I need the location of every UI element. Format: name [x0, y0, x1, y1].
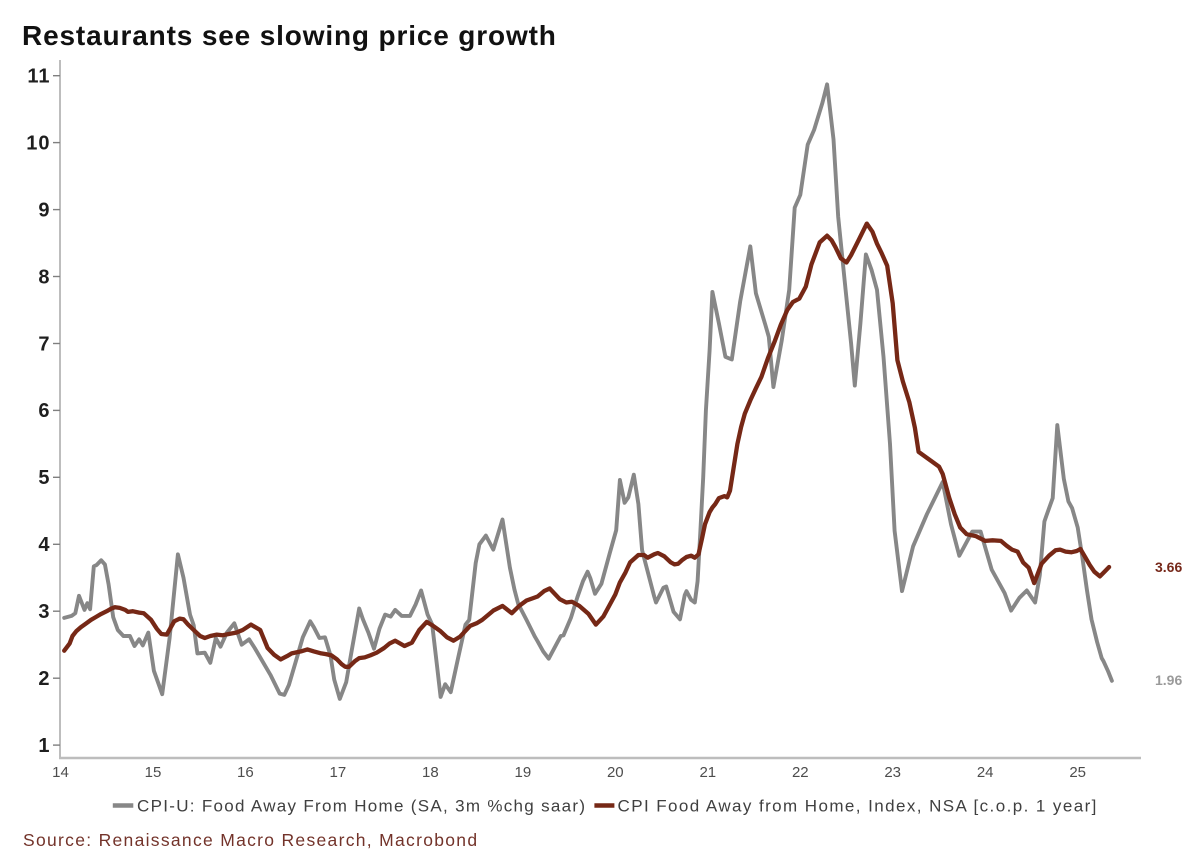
svg-text:Restaurants see slowing price: Restaurants see slowing price growth [22, 20, 557, 51]
svg-text:22: 22 [792, 764, 809, 781]
svg-text:10: 10 [26, 132, 50, 154]
svg-text:19: 19 [515, 764, 532, 781]
svg-text:5: 5 [38, 467, 50, 489]
svg-text:25: 25 [1069, 764, 1086, 781]
svg-text:2: 2 [38, 668, 50, 690]
svg-text:20: 20 [607, 764, 624, 781]
svg-text:Source: Renaissance Macro Rese: Source: Renaissance Macro Research, Macr… [23, 830, 478, 850]
svg-text:14: 14 [52, 764, 69, 781]
svg-text:3.66: 3.66 [1155, 559, 1182, 575]
svg-text:23: 23 [884, 764, 901, 781]
svg-text:1.96: 1.96 [1155, 672, 1182, 688]
svg-text:4: 4 [38, 534, 50, 556]
svg-text:17: 17 [330, 764, 347, 781]
svg-text:18: 18 [422, 764, 439, 781]
svg-text:21: 21 [699, 764, 716, 781]
svg-text:3: 3 [38, 601, 50, 623]
svg-text:11: 11 [27, 66, 50, 88]
svg-text:24: 24 [977, 764, 994, 781]
svg-text:9: 9 [38, 199, 50, 221]
svg-text:15: 15 [145, 764, 162, 781]
svg-text:CPI Food Away from Home, Index: CPI Food Away from Home, Index, NSA [c.o… [618, 797, 1098, 816]
svg-text:8: 8 [38, 266, 50, 288]
svg-text:1: 1 [38, 735, 50, 757]
svg-text:7: 7 [38, 333, 50, 355]
svg-text:6: 6 [38, 400, 50, 422]
svg-text:16: 16 [237, 764, 254, 781]
svg-text:CPI-U: Food Away From Home (SA: CPI-U: Food Away From Home (SA, 3m %chg … [137, 797, 586, 816]
